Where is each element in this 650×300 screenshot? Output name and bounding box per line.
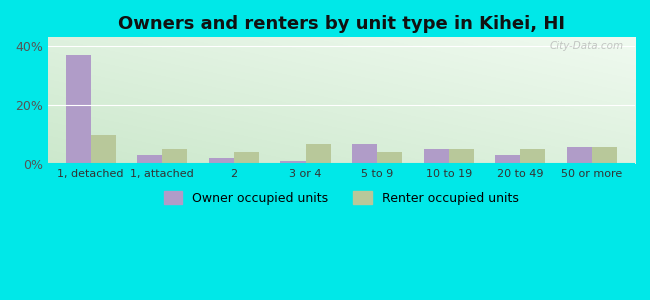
Bar bbox=[424, 149, 448, 164]
Bar bbox=[495, 155, 521, 164]
Bar bbox=[209, 158, 234, 164]
Bar bbox=[66, 55, 91, 164]
Bar bbox=[281, 161, 306, 164]
Bar bbox=[306, 144, 331, 164]
Bar bbox=[377, 152, 402, 164]
Title: Owners and renters by unit type in Kihei, HI: Owners and renters by unit type in Kihei… bbox=[118, 15, 565, 33]
Text: City-Data.com: City-Data.com bbox=[549, 41, 623, 51]
Bar bbox=[234, 152, 259, 164]
Bar bbox=[521, 149, 545, 164]
Bar bbox=[592, 146, 617, 164]
Bar bbox=[352, 144, 377, 164]
Bar bbox=[567, 146, 592, 164]
Bar bbox=[448, 149, 474, 164]
Bar bbox=[137, 155, 162, 164]
Bar bbox=[91, 135, 116, 164]
Bar bbox=[162, 149, 187, 164]
Legend: Owner occupied units, Renter occupied units: Owner occupied units, Renter occupied un… bbox=[157, 185, 525, 211]
